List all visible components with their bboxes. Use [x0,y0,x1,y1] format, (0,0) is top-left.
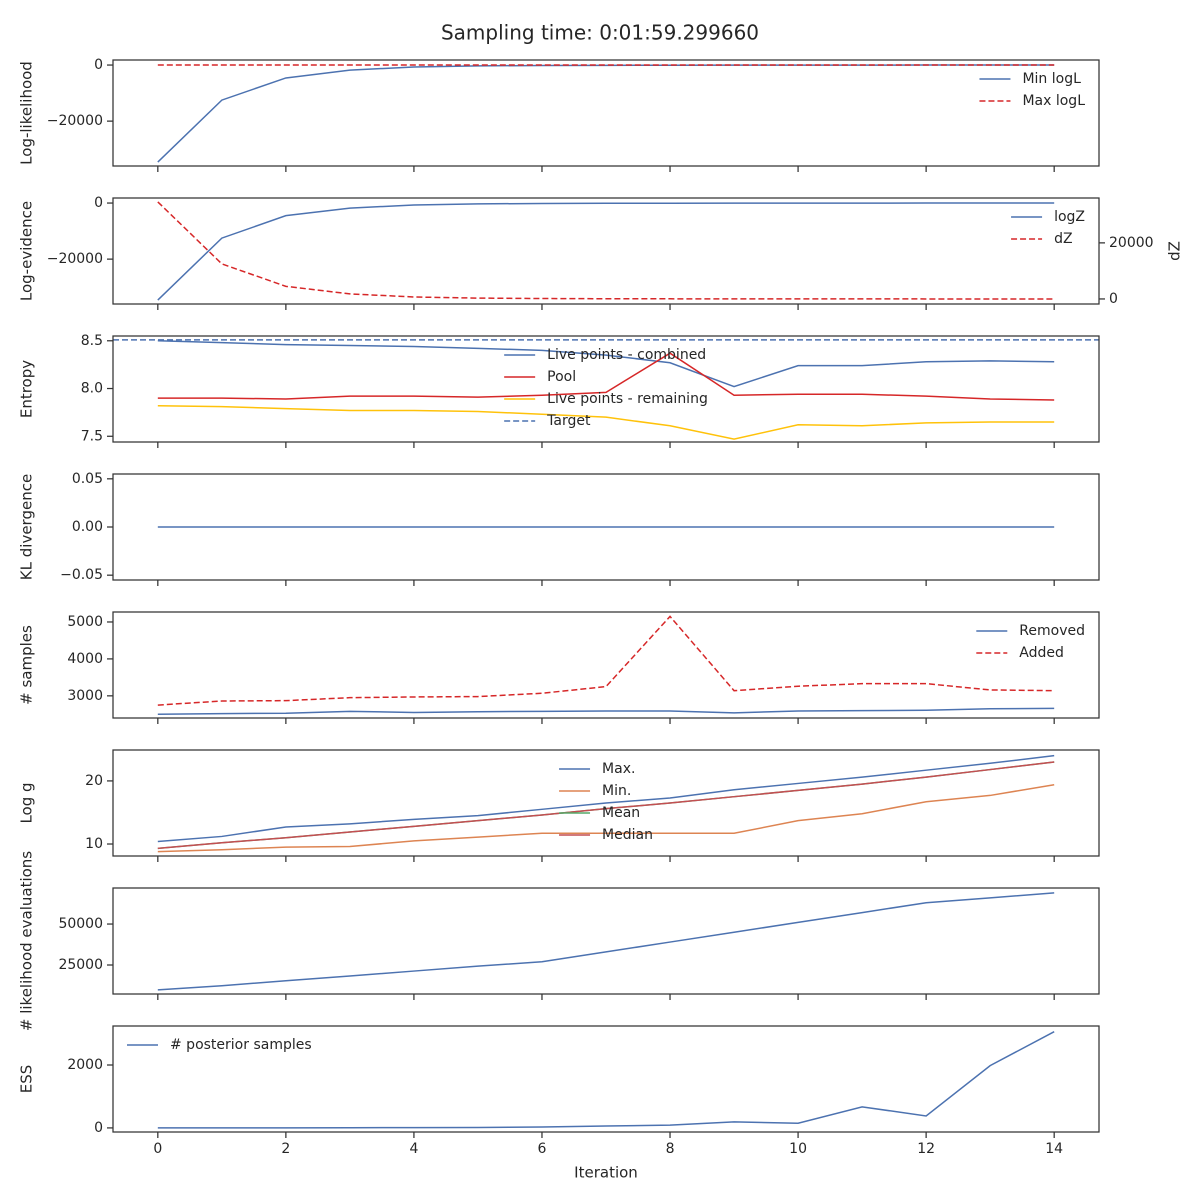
y-tick-label: 0 [94,195,103,211]
x-tick-label: 12 [917,1141,935,1157]
axes-frame [112,611,1100,719]
y-tick-label: 0 [94,57,103,73]
series-line [157,202,1055,301]
y-tick-label: 0 [94,1120,103,1136]
series-line [157,352,1055,401]
y-tick-label: 0.00 [72,519,103,535]
axes-frame [112,197,1100,305]
legend-label: Min. [602,783,631,799]
axes-frame [112,473,1100,581]
y-axis-label: Entropy [18,360,36,418]
axes-frame [112,1025,1100,1133]
y-tick-label: 8.5 [81,333,103,349]
legend-label: Max. [602,761,635,777]
legend-label: Live points - combined [547,347,706,363]
x-tick-label: 14 [1045,1141,1063,1157]
y-axis-label: # likelihood evaluations [18,851,36,1031]
legend-label: # posterior samples [170,1037,312,1053]
series-line [157,783,1055,853]
series-line [157,892,1055,991]
legend-label: Max logL [1022,93,1085,109]
y-tick-label: 4000 [67,651,103,667]
y-tick-label: −0.05 [60,567,103,583]
y2-tick-label: 20000 [1109,235,1154,251]
y-tick-label: −20000 [47,251,103,267]
series-line [157,1030,1055,1129]
x-tick-label: 4 [409,1141,418,1157]
y-tick-label: 5000 [67,614,103,630]
legend-label: Removed [1019,623,1085,639]
series-line [157,404,1055,440]
x-tick-label: 8 [666,1141,675,1157]
series-line [157,761,1055,850]
series-line [157,615,1055,706]
legend-label: Median [602,827,653,843]
x-tick-label: 6 [538,1141,547,1157]
legend-label: Added [1019,645,1064,661]
y-axis-label: KL divergence [18,474,36,580]
y-tick-label: 20 [85,773,103,789]
legend-label: logZ [1054,209,1085,225]
series-line [157,707,1055,716]
y-tick-label: 10 [85,836,103,852]
y-tick-label: 0.05 [72,471,103,487]
legend-label: dZ [1054,231,1072,247]
y-tick-label: 2000 [67,1057,103,1073]
series-line [157,201,1055,300]
y2-axis-label: dZ [1166,241,1184,261]
series-line [157,754,1055,843]
axes-frame [112,59,1100,167]
y-tick-label: 25000 [58,957,103,973]
axes-frame [112,749,1100,857]
y-tick-label: 3000 [67,688,103,704]
series-line [157,340,1055,388]
y-axis-label: Log g [18,782,36,823]
legend-label: Min logL [1022,71,1081,87]
legend-label: Mean [602,805,640,821]
legend-label: Live points - remaining [547,391,708,407]
legend-label: Pool [547,369,576,385]
y2-tick-label: 0 [1109,291,1118,307]
axes-frame [112,335,1100,443]
y-tick-label: −20000 [47,113,103,129]
figure-title: Sampling time: 0:01:59.299660 [441,21,759,45]
legend-label: Target [546,413,591,429]
y-axis-label: Log-likelihood [18,61,36,165]
y-tick-label: 50000 [58,916,103,932]
y-tick-label: 8.0 [81,381,103,397]
y-axis-label: ESS [18,1065,36,1094]
y-axis-label: Log-evidence [18,201,36,301]
x-tick-label: 2 [281,1141,290,1157]
y-axis-label: # samples [18,625,36,705]
series-line [157,64,1055,163]
x-tick-label: 10 [789,1141,807,1157]
x-tick-label: 0 [153,1141,162,1157]
y-tick-label: 7.5 [81,428,103,444]
x-axis-label: Iteration [574,1164,638,1182]
axes-frame [112,887,1100,995]
